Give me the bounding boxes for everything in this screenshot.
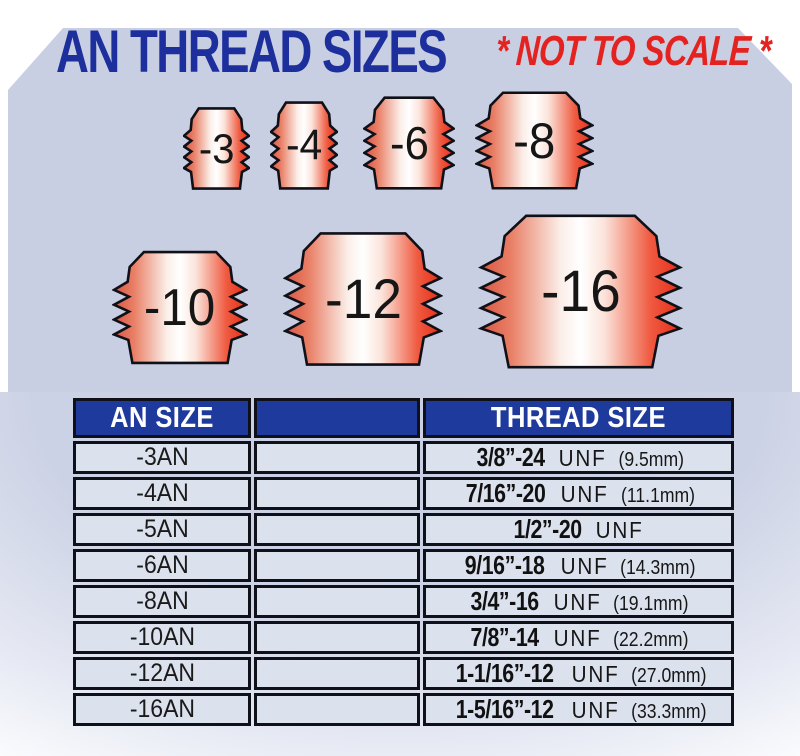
col-header-middle <box>254 398 420 438</box>
thread-size-cell: 7/8”-14 UNF (22.2mm) <box>423 621 734 654</box>
thread-size-cell: 1-5/16”-12 UNF (33.3mm) <box>423 693 734 726</box>
table-row: -10AN 7/8”-14 UNF (22.2mm) <box>73 621 734 654</box>
thread-fitting-shape-icon <box>270 101 338 190</box>
thread-fitting-shape-icon <box>475 91 594 190</box>
empty-cell <box>254 549 420 582</box>
fitting-4: -4 <box>270 101 338 190</box>
table-row: -4AN 7/16”-20 UNF (11.1mm) <box>73 477 734 510</box>
fitting-label: -10 <box>144 278 216 337</box>
table-row: -3AN 3/8”-24 UNF (9.5mm) <box>73 441 734 474</box>
an-size-cell: -4AN <box>73 477 251 510</box>
an-size-cell: -5AN <box>73 513 251 546</box>
fitting-label: -12 <box>324 267 402 330</box>
empty-cell <box>254 477 420 510</box>
fitting-3: -3 <box>183 107 250 190</box>
thread-fitting-shape-icon <box>183 107 250 190</box>
thread-size-cell: 1-1/16”-12 UNF (27.0mm) <box>423 657 734 690</box>
fitting-6: -6 <box>363 96 455 190</box>
table-header-row: AN SIZE THREAD SIZE <box>73 398 734 438</box>
fitting-label: -8 <box>513 112 556 169</box>
fitting-8: -8 <box>475 91 594 190</box>
an-size-cell: -12AN <box>73 657 251 690</box>
thread-fitting-shape-icon <box>363 96 455 190</box>
col-header-an-size: AN SIZE <box>73 398 251 438</box>
fitting-16: -16 <box>478 213 683 370</box>
an-size-cell: -3AN <box>73 441 251 474</box>
an-size-cell: -10AN <box>73 621 251 654</box>
empty-cell <box>254 513 420 546</box>
thread-fitting-shape-icon <box>478 213 683 370</box>
not-to-scale-note: * NOT TO SCALE * <box>494 27 772 74</box>
page-title: AN THREAD SIZES <box>56 18 448 85</box>
table-row: -6AN 9/16”-18 UNF (14.3mm) <box>73 549 734 582</box>
thread-size-cell: 3/8”-24 UNF (9.5mm) <box>423 441 734 474</box>
an-size-table: AN SIZE THREAD SIZE -3AN 3/8”-24 UNF (9.5m… <box>70 395 737 729</box>
thread-size-cell: 9/16”-18 UNF (14.3mm) <box>423 549 734 582</box>
fitting-12: -12 <box>283 231 443 367</box>
thread-fitting-shape-icon <box>283 231 443 367</box>
empty-cell <box>254 441 420 474</box>
thread-size-cell: 7/16”-20 UNF (11.1mm) <box>423 477 734 510</box>
an-size-cell: -16AN <box>73 693 251 726</box>
fitting-label: -4 <box>285 121 323 169</box>
fitting-label: -16 <box>540 258 621 324</box>
empty-cell <box>254 621 420 654</box>
an-size-cell: -6AN <box>73 549 251 582</box>
table-row: -16AN 1-5/16”-12 UNF (33.3mm) <box>73 693 734 726</box>
table-row: -8AN 3/4”-16 UNF (19.1mm) <box>73 585 734 618</box>
fitting-10: -10 <box>112 250 248 365</box>
thread-size-cell: 3/4”-16 UNF (19.1mm) <box>423 585 734 618</box>
fitting-label: -3 <box>198 124 235 172</box>
fitting-label: -6 <box>389 117 429 169</box>
col-header-thread-size: THREAD SIZE <box>423 398 734 438</box>
empty-cell <box>254 657 420 690</box>
empty-cell <box>254 693 420 726</box>
table-row: -5AN 1/2”-20 UNF <box>73 513 734 546</box>
thread-fitting-shape-icon <box>112 250 248 365</box>
thread-size-cell: 1/2”-20 UNF <box>423 513 734 546</box>
an-size-cell: -8AN <box>73 585 251 618</box>
empty-cell <box>254 585 420 618</box>
table-row: -12AN 1-1/16”-12 UNF (27.0mm) <box>73 657 734 690</box>
